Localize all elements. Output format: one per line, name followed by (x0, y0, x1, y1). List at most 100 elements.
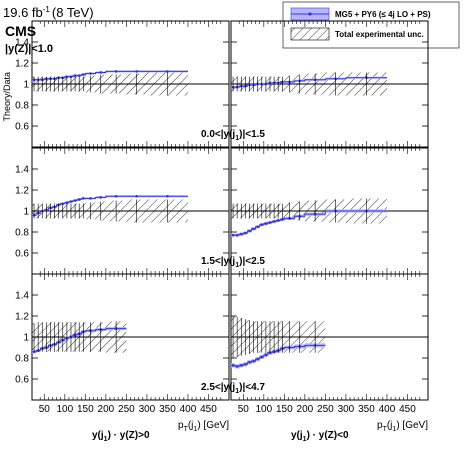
mc-point (69, 200, 73, 203)
mc-point (264, 353, 268, 357)
x-axis-title: pT(j1) [GeV] (377, 420, 428, 433)
plot-area: 0.6 0.8 1 1.2 1.4 0.0<|y(j1)|<1.5 0.6 0.8 1 1.2 1.… (15, 20, 429, 443)
x-tick-label: 300 (338, 404, 355, 415)
lumi-label: 19.6 fb-1 (8 TeV) (3, 5, 94, 20)
x-tick-label: 50 (238, 404, 250, 415)
mc-point (231, 364, 235, 367)
panel-0-0: 0.6 0.8 1 1.2 1.4 (15, 20, 230, 148)
mc-point (244, 231, 247, 235)
panel-1-1 (230, 147, 429, 275)
mc-point (32, 350, 36, 354)
mc-point (252, 227, 255, 231)
mc-point (260, 223, 264, 226)
x-tick-label: 100 (56, 404, 73, 415)
x-axis-title: pT(j1) [GeV] (178, 420, 229, 433)
mc-point (239, 232, 243, 236)
y-tick-label: 0.6 (15, 249, 29, 260)
mc-point (256, 225, 259, 229)
y-tick-label: 1.2 (15, 312, 29, 323)
mc-point (135, 70, 138, 73)
mc-point (260, 355, 264, 359)
y-tick-label: 1.2 (15, 186, 29, 197)
mc-point (166, 70, 169, 73)
x-tick-label: 350 (159, 404, 176, 415)
mc-point (73, 199, 77, 202)
mc-point (114, 70, 118, 73)
mc-point (89, 197, 92, 200)
mc-point (272, 220, 276, 223)
mc-point (65, 75, 69, 78)
x-tick-label: 250 (317, 404, 334, 415)
mc-ratio-line (32, 328, 127, 353)
y-tick-label: 1 (23, 80, 29, 91)
x-tick-label: 350 (358, 404, 375, 415)
cms-label: CMS (5, 23, 36, 39)
mc-point (248, 229, 251, 233)
x-tick-label: 50 (39, 404, 51, 415)
mc-point (77, 198, 81, 201)
mc-point (82, 197, 85, 200)
x-tick-label: 200 (98, 404, 115, 415)
x-tick-label: 400 (379, 404, 396, 415)
mc-point (77, 74, 81, 77)
x-tick-label: 400 (180, 404, 197, 415)
mc-point (256, 357, 259, 361)
y-tick-label: 0.8 (15, 101, 29, 112)
y-tick-label: 1.4 (15, 165, 29, 176)
y-tick-label: 1.4 (15, 38, 29, 49)
mc-point (235, 233, 239, 237)
y-tick-label: 0.8 (15, 354, 29, 365)
y-tick-label: 0.8 (15, 228, 29, 239)
panel-2-1: 50 100 150 200 250 300 350 400 450 (230, 273, 429, 415)
y-tick-label: 1 (23, 207, 29, 218)
mc-point (235, 365, 239, 368)
x-tick-label: 250 (118, 404, 135, 415)
mc-point (166, 195, 169, 198)
row-label: 1.5<|y(j1)|<2.5 (201, 256, 265, 269)
mc-point (69, 75, 73, 78)
mc-point (248, 360, 251, 364)
mc-point (65, 201, 69, 204)
mc-point (114, 195, 118, 198)
y-axis-title: Theory/Data (2, 72, 12, 122)
x-tick-label: 150 (77, 404, 94, 415)
mc-point (239, 364, 243, 367)
mc-point (268, 221, 272, 224)
x-tick-label: 450 (399, 404, 416, 415)
mc-ratio-line (231, 344, 326, 367)
y-tick-label: 1.2 (15, 59, 29, 70)
x-tick-label: 150 (276, 404, 293, 415)
legend-mc-label: MG5 + PY6 (≤ 4j LO + PS) (335, 10, 431, 19)
mc-point (73, 74, 77, 77)
mc-point (231, 233, 235, 237)
panel-2-0: 0.60.811.21.450 100 150 200 250 300 350 400 450 (15, 273, 230, 415)
mc-point (135, 195, 138, 198)
legend: MG5 + PY6 (≤ 4j LO + PS) Total experimen… (282, 1, 460, 49)
mc-point (281, 218, 284, 221)
x-tick-label: 300 (139, 404, 156, 415)
y-tick-label: 0.6 (15, 122, 29, 133)
mc-point (276, 219, 280, 222)
mc-point (82, 73, 85, 76)
legend-band-swatch (290, 27, 330, 41)
panel-1-0: 0.6 0.8 1 1.2 1.4 (15, 147, 230, 275)
mc-ratio-line (32, 195, 188, 216)
legend-band-label: Total experimental unc. (335, 30, 424, 39)
panel-0-1 (230, 20, 429, 148)
legend-mc-marker (308, 12, 312, 16)
row-label: 0.0<|y(j1)|<1.5 (201, 129, 265, 142)
x-tick-label: 100 (255, 404, 272, 415)
mc-point (99, 196, 103, 199)
y-tick-label: 1 (23, 333, 29, 344)
y-tick-label: 1.4 (15, 291, 29, 302)
mc-point (99, 71, 103, 74)
y-tick-label: 0.6 (15, 375, 29, 386)
cut-label: |y(Z)|<1.0 (5, 43, 53, 55)
mc-point (252, 359, 255, 363)
mc-point (89, 72, 92, 75)
column-label: y(j1) · y(Z)>0 (92, 430, 150, 443)
mc-point (264, 222, 268, 225)
x-tick-label: 200 (297, 404, 314, 415)
x-tick-label: 450 (200, 404, 217, 415)
